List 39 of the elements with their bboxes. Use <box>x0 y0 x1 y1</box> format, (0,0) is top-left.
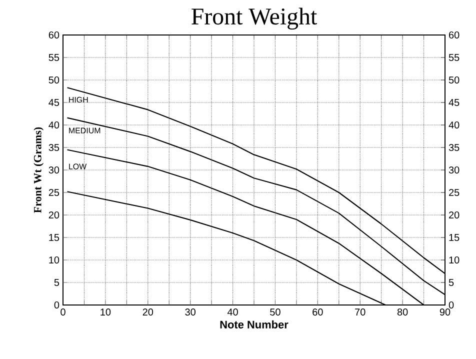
y2-tick-label: 10 <box>449 256 460 264</box>
y2-tick-label: 40 <box>448 121 460 129</box>
x-tick-label: 80 <box>397 308 408 316</box>
y-tick-label: 30 <box>48 166 60 174</box>
x-axis-title: Note Number <box>220 320 288 328</box>
y2-tick-label: 25 <box>449 188 460 196</box>
x-tick-label: 90 <box>440 308 450 316</box>
y2-tick-label: 35 <box>448 144 460 152</box>
y-tick-label: 50 <box>48 76 60 84</box>
y-tick-label: 35 <box>48 144 60 152</box>
x-tick-label: 40 <box>227 308 238 316</box>
y2-tick-label: 0 <box>448 301 454 309</box>
y-tick-label: 20 <box>48 211 60 219</box>
y-tick-label: 25 <box>48 188 60 196</box>
y-tick-label: 60 <box>48 31 60 39</box>
y-tick-label: 0 <box>54 301 60 309</box>
y-tick-label: 55 <box>48 54 60 61</box>
y-tick-label: 15 <box>49 234 60 241</box>
x-tick-label: 30 <box>185 308 196 316</box>
x-tick-label: 0 <box>60 308 66 316</box>
x-tick-label: 50 <box>270 308 280 316</box>
y2-tick-label: 50 <box>448 76 460 84</box>
y-tick-label: 5 <box>54 279 60 286</box>
x-tick-label: 70 <box>355 308 366 316</box>
x-tick-label: 20 <box>142 308 154 316</box>
y2-tick-label: 55 <box>448 54 460 61</box>
y2-tick-label: 5 <box>448 279 454 286</box>
y-tick-label: 40 <box>48 121 60 129</box>
y2-tick-label: 20 <box>449 211 460 219</box>
y-axis-title: Front Wt (Grams) <box>34 127 44 213</box>
y2-tick-label: 15 <box>449 234 460 241</box>
y2-tick-label: 30 <box>448 166 460 174</box>
y2-tick-label: 45 <box>448 99 460 106</box>
y-tick-label: 10 <box>49 256 60 264</box>
x-tick-label: 10 <box>100 308 111 316</box>
x-tick-label: 60 <box>312 308 323 316</box>
chart-title: Front Weight <box>192 8 317 30</box>
y-tick-label: 45 <box>48 99 60 106</box>
y2-tick-label: 60 <box>449 31 460 39</box>
